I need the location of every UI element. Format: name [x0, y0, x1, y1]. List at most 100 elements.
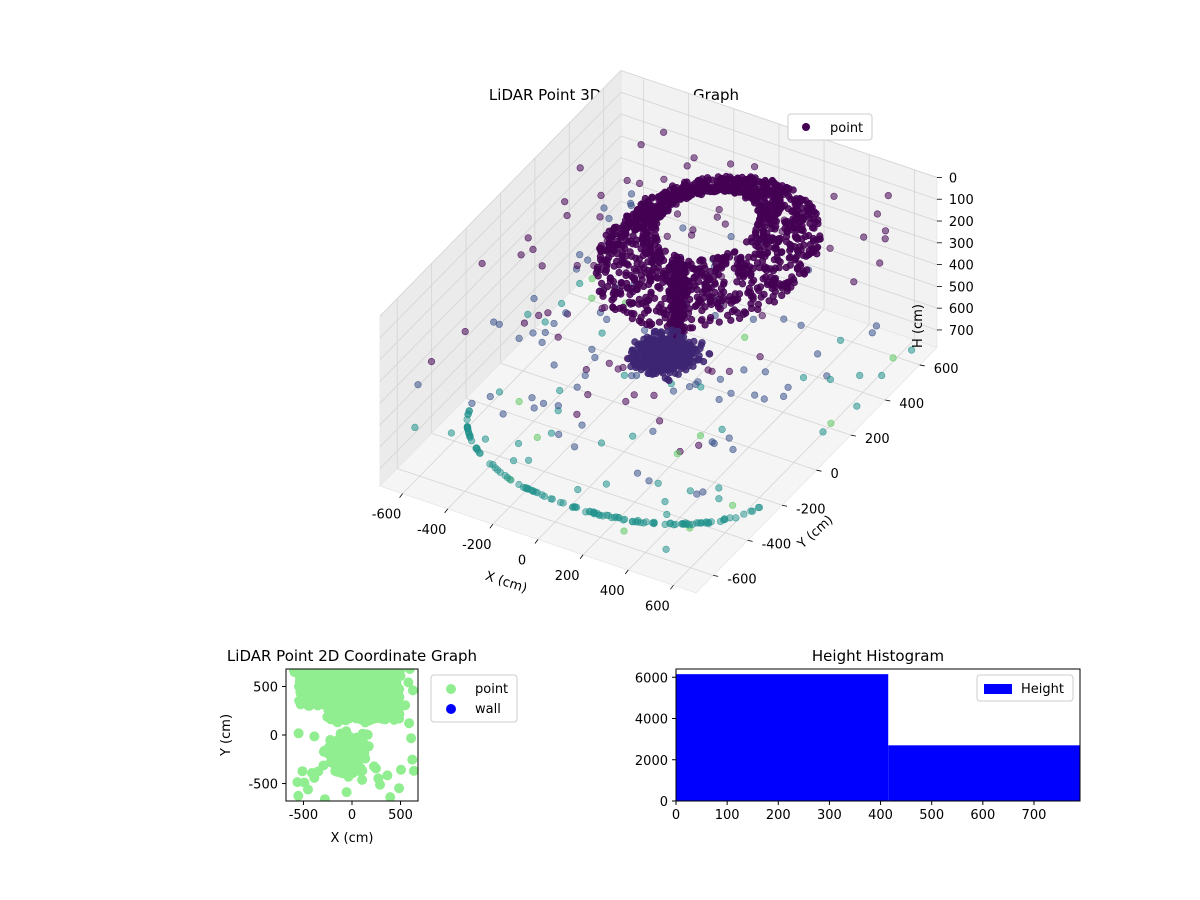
- point-2d: [360, 717, 371, 728]
- point-sparse: [602, 480, 611, 488]
- point-dense-ceiling: [686, 324, 694, 332]
- point-dense-ceiling: [786, 244, 795, 252]
- point-sparse: [715, 206, 723, 214]
- point-sparse: [555, 430, 563, 439]
- point-dense-floor: [705, 350, 713, 358]
- point-ring: [547, 495, 555, 503]
- lidar-2d-chart: LiDAR Point 2D Coordinate Graph -500 0 500…: [219, 647, 518, 846]
- point-dense-ceiling: [732, 296, 740, 304]
- point-sparse: [605, 215, 613, 223]
- point-sparse: [826, 244, 834, 252]
- point-sparse: [751, 391, 759, 399]
- point-sparse: [623, 176, 631, 185]
- y-tick-label: -500: [248, 778, 278, 793]
- point-sparse: [495, 388, 504, 396]
- point-sparse: [495, 320, 503, 328]
- point-sparse: [582, 366, 590, 374]
- point-sparse: [830, 192, 838, 200]
- point-dense-ceiling: [650, 294, 659, 302]
- point-sparse: [535, 311, 543, 320]
- point-dense-ceiling: [659, 278, 667, 287]
- point-ring: [631, 518, 640, 526]
- point-dense-ceiling: [734, 188, 743, 196]
- y-tick-mark: [885, 399, 891, 402]
- point-sparse: [716, 375, 725, 383]
- point-ring: [501, 472, 509, 480]
- point-dense-ceiling: [638, 299, 646, 307]
- point-dense-ceiling: [790, 279, 798, 287]
- chart-2d-xlabel: X (cm): [331, 831, 374, 846]
- point-sparse: [588, 275, 596, 283]
- point-dense-ceiling: [790, 224, 798, 232]
- point-sparse: [620, 527, 628, 535]
- point-sparse: [819, 428, 827, 436]
- point-dense-ceiling: [752, 230, 760, 238]
- point-dense-ceiling: [724, 250, 732, 258]
- point-dense-floor: [657, 328, 665, 336]
- point-dense-ceiling: [614, 240, 622, 248]
- point-sparse: [588, 345, 596, 353]
- grid-z-left: [379, 113, 622, 360]
- point-2d: [408, 765, 418, 776]
- point-dense-ceiling: [696, 257, 704, 265]
- point-dense-ceiling: [645, 232, 654, 240]
- y-tick-label: -600: [727, 572, 757, 587]
- point-dense-ceiling: [767, 237, 775, 245]
- x-tick-label: 400: [868, 808, 893, 823]
- point-dense-ceiling: [693, 286, 701, 294]
- chart-2d-legend-point-marker: [446, 684, 456, 694]
- y-tick-label: 0: [660, 795, 668, 810]
- point-dense-ceiling: [763, 191, 772, 199]
- point-dense-ceiling: [703, 174, 712, 182]
- y-tick-mark: [781, 504, 788, 507]
- point-dense-ceiling: [774, 256, 782, 265]
- point-dense-ceiling: [638, 261, 646, 269]
- point-2d: [362, 729, 373, 740]
- x-tick-mark: [444, 508, 449, 514]
- point-2d: [341, 787, 352, 798]
- point-ring: [538, 491, 546, 499]
- point-ring: [755, 503, 764, 512]
- y-tick-label: 4000: [635, 713, 668, 728]
- point-dense-ceiling: [615, 289, 623, 297]
- histogram-title: Height Histogram: [812, 647, 944, 665]
- point-sparse: [554, 333, 562, 341]
- chart-3d-legend-box: [787, 113, 873, 141]
- point-dense-ceiling: [733, 278, 741, 286]
- grid-y-floor: [465, 397, 783, 506]
- point-dense-ceiling: [735, 262, 743, 270]
- y-tick-mark: [850, 434, 856, 437]
- point-dense-ceiling: [754, 305, 762, 314]
- chart-3d-ylabel: Y (cm): [794, 513, 836, 553]
- point-sparse: [562, 309, 570, 317]
- point-sparse: [515, 398, 523, 406]
- point-2d: [339, 697, 349, 708]
- z-tick-label: 300: [949, 237, 974, 252]
- point-2d: [380, 696, 391, 707]
- chart-2d-ylabel: Y (cm): [219, 714, 234, 757]
- point-sparse: [673, 210, 682, 218]
- point-dense-ceiling: [629, 232, 637, 240]
- point-2d: [396, 764, 406, 775]
- point-sparse: [850, 278, 858, 286]
- x-tick-mark: [579, 554, 584, 560]
- point-sparse: [478, 259, 486, 268]
- point-dense-ceiling: [714, 303, 723, 311]
- point-ring: [572, 503, 581, 511]
- point-dense-floor: [648, 359, 657, 367]
- point-sparse: [650, 391, 658, 400]
- point-dense-ceiling: [744, 289, 752, 297]
- point-dense-ceiling: [670, 184, 678, 192]
- point-dense-ceiling: [727, 316, 735, 324]
- point-dense-floor: [675, 333, 683, 341]
- point-ring: [732, 514, 740, 522]
- point-dense-pillar: [672, 272, 681, 281]
- point-sparse: [619, 363, 627, 372]
- point-sparse: [685, 383, 694, 391]
- point-sparse: [578, 421, 586, 429]
- point-dense-floor: [669, 365, 677, 373]
- point-2d: [318, 760, 329, 771]
- point-dense-ceiling: [629, 273, 637, 282]
- point-sparse: [627, 190, 636, 198]
- point-dense-ceiling: [644, 242, 653, 250]
